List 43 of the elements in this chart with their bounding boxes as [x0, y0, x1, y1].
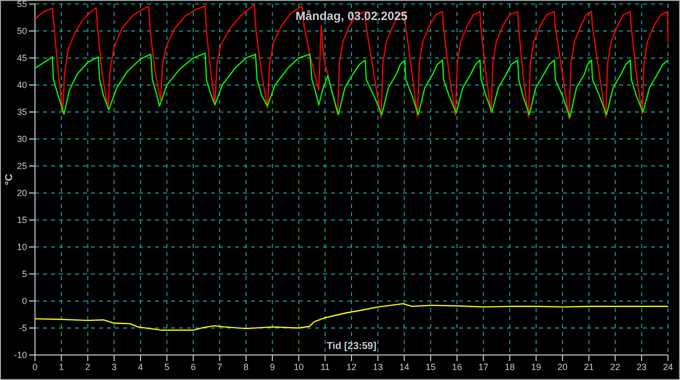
y-tick-label: 30 — [16, 134, 27, 144]
x-tick-label: 21 — [584, 362, 594, 372]
x-tick-label: 1 — [58, 362, 64, 372]
x-tick-label: 24 — [662, 362, 674, 372]
y-tick-label: 40 — [16, 80, 27, 90]
x-tick-label: 15 — [426, 362, 436, 372]
x-tick-label: 8 — [243, 362, 249, 372]
y-tick-label: 35 — [16, 107, 27, 118]
x-tick-label: 4 — [138, 362, 144, 372]
y-tick-label: 55 — [16, 0, 27, 10]
x-tick-label: 22 — [610, 362, 620, 372]
x-tick-label: 5 — [164, 362, 170, 372]
y-tick-label: 45 — [16, 53, 27, 64]
x-tick-label: 20 — [557, 362, 568, 372]
line-series — [34, 303, 669, 331]
y-tick-label: -10 — [14, 350, 27, 360]
y-tick-label: 10 — [16, 242, 27, 252]
y-tick-label: 15 — [16, 215, 27, 226]
x-tick-label: 3 — [112, 362, 117, 372]
y-tick-label: 0 — [22, 296, 27, 306]
x-tick-label: 23 — [636, 362, 647, 372]
y-tick-label: 25 — [16, 161, 27, 172]
y-axis-title: °C — [4, 174, 15, 186]
x-tick-label: 7 — [217, 362, 222, 372]
x-tick-label: 12 — [346, 362, 357, 372]
x-tick-label: 16 — [452, 362, 462, 372]
x-axis-title: Tid [23:59] — [326, 341, 376, 352]
x-tick-label: 0 — [32, 362, 38, 372]
y-tick-label: 50 — [16, 26, 27, 36]
x-tick-label: 17 — [478, 362, 488, 372]
y-tick-label: 20 — [16, 188, 27, 198]
x-tick-label: 19 — [531, 362, 542, 372]
x-tick-label: 2 — [85, 362, 90, 372]
x-tick-label: 6 — [190, 362, 196, 372]
x-tick-label: 13 — [372, 362, 383, 372]
x-tick-label: 14 — [399, 362, 410, 372]
x-tick-label: 9 — [270, 362, 275, 372]
x-tick-label: 18 — [504, 362, 515, 372]
y-tick-label: -5 — [18, 323, 27, 334]
y-tick-label: 5 — [22, 269, 27, 280]
x-tick-label: 10 — [294, 362, 304, 372]
x-tick-label: 11 — [320, 362, 330, 372]
line-series — [34, 52, 669, 118]
